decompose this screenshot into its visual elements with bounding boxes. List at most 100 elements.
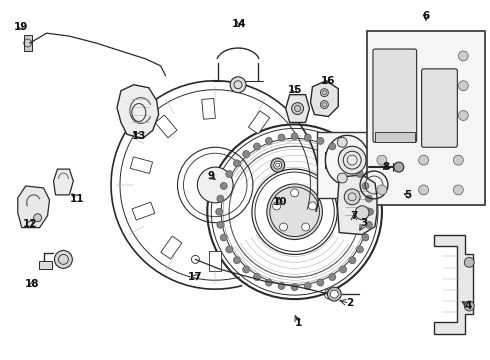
Circle shape <box>233 160 240 167</box>
Bar <box>375 132 415 142</box>
Circle shape <box>320 100 328 109</box>
Circle shape <box>253 143 260 150</box>
Circle shape <box>418 185 429 195</box>
Text: 6: 6 <box>422 12 430 21</box>
Circle shape <box>267 184 322 239</box>
Circle shape <box>230 77 246 93</box>
Polygon shape <box>39 261 51 269</box>
Circle shape <box>349 160 356 167</box>
Polygon shape <box>286 95 310 122</box>
Circle shape <box>367 208 373 215</box>
Circle shape <box>292 103 303 114</box>
Circle shape <box>317 138 324 144</box>
Polygon shape <box>132 202 155 220</box>
Polygon shape <box>311 81 338 117</box>
Circle shape <box>278 134 285 141</box>
Circle shape <box>217 221 224 228</box>
Polygon shape <box>337 175 377 235</box>
Circle shape <box>220 234 227 241</box>
Circle shape <box>243 150 249 157</box>
Text: 3: 3 <box>361 218 368 228</box>
Circle shape <box>233 257 240 264</box>
Circle shape <box>349 257 356 264</box>
Polygon shape <box>53 169 74 195</box>
Circle shape <box>266 279 272 286</box>
Polygon shape <box>155 115 177 138</box>
Text: 11: 11 <box>70 194 84 203</box>
Circle shape <box>329 143 336 150</box>
Polygon shape <box>161 236 182 259</box>
Text: 4: 4 <box>465 301 472 311</box>
Circle shape <box>317 279 324 286</box>
Circle shape <box>362 234 369 241</box>
FancyBboxPatch shape <box>373 49 416 142</box>
Text: 12: 12 <box>23 219 37 229</box>
Polygon shape <box>202 98 216 119</box>
Circle shape <box>271 158 285 172</box>
Circle shape <box>327 287 341 301</box>
Polygon shape <box>248 111 270 134</box>
Text: 17: 17 <box>188 272 203 282</box>
Circle shape <box>274 161 282 169</box>
Circle shape <box>266 138 272 144</box>
FancyBboxPatch shape <box>421 69 457 147</box>
Text: 13: 13 <box>132 131 146 141</box>
Polygon shape <box>130 157 152 174</box>
Text: 2: 2 <box>346 298 353 308</box>
Circle shape <box>453 185 464 195</box>
Circle shape <box>465 257 474 267</box>
Circle shape <box>366 221 372 228</box>
Polygon shape <box>18 186 49 228</box>
Circle shape <box>54 251 73 268</box>
Circle shape <box>340 150 346 157</box>
Circle shape <box>394 162 404 172</box>
Text: 10: 10 <box>273 197 287 207</box>
Circle shape <box>458 51 468 61</box>
Circle shape <box>309 202 317 210</box>
Circle shape <box>377 155 387 165</box>
Circle shape <box>377 185 387 195</box>
Circle shape <box>458 111 468 121</box>
Text: 8: 8 <box>382 162 390 172</box>
Polygon shape <box>434 235 473 334</box>
Circle shape <box>243 266 249 273</box>
Circle shape <box>220 183 227 189</box>
Circle shape <box>453 155 464 165</box>
Circle shape <box>465 301 474 311</box>
Circle shape <box>344 189 360 205</box>
Circle shape <box>304 134 311 141</box>
Bar <box>367 31 485 205</box>
Bar <box>318 132 401 198</box>
Circle shape <box>338 146 366 174</box>
Circle shape <box>291 133 298 140</box>
Circle shape <box>253 274 260 280</box>
Circle shape <box>356 246 364 253</box>
Circle shape <box>362 183 369 189</box>
Circle shape <box>291 284 298 291</box>
Polygon shape <box>117 85 159 138</box>
Circle shape <box>418 155 429 165</box>
Circle shape <box>330 290 338 298</box>
Circle shape <box>337 173 347 183</box>
Circle shape <box>280 223 288 231</box>
Circle shape <box>458 81 468 91</box>
Circle shape <box>226 171 233 177</box>
Circle shape <box>304 283 311 289</box>
Text: 19: 19 <box>14 22 28 32</box>
Circle shape <box>337 137 347 147</box>
Circle shape <box>34 214 42 222</box>
Circle shape <box>329 274 336 280</box>
Text: 1: 1 <box>295 318 302 328</box>
Circle shape <box>340 266 346 273</box>
Circle shape <box>291 189 298 197</box>
Text: 5: 5 <box>404 190 412 200</box>
Text: 14: 14 <box>232 18 246 28</box>
Circle shape <box>216 208 222 215</box>
Circle shape <box>197 167 233 203</box>
Polygon shape <box>209 251 221 271</box>
Circle shape <box>273 202 281 210</box>
Circle shape <box>320 89 328 96</box>
Text: 9: 9 <box>207 171 215 181</box>
Circle shape <box>356 171 364 177</box>
Text: 16: 16 <box>320 76 335 86</box>
